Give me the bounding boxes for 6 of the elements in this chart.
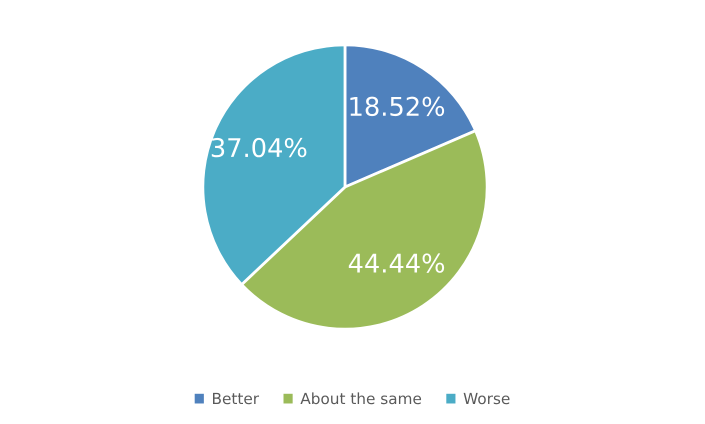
data-label: 18.52%	[350, 96, 444, 116]
legend-label: Worse	[464, 392, 510, 404]
legend-label: About the same	[300, 392, 422, 404]
data-label: 37.04%	[212, 138, 306, 158]
legend-label: Better	[213, 392, 260, 404]
data-label: 44.44%	[348, 253, 444, 273]
